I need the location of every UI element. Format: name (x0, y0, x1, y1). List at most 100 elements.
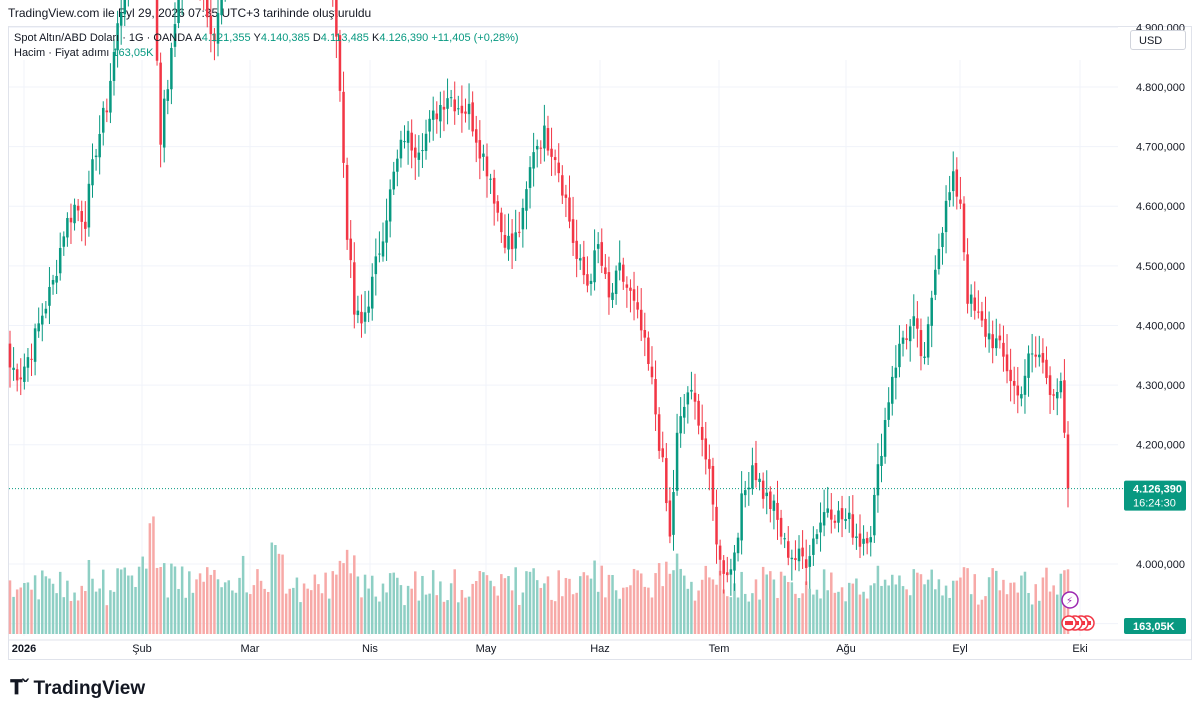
volume-label[interactable]: Hacim · Fiyat adımı (14, 47, 110, 59)
chart-overlays: 4.126,390 16:24:30 163,05K ⚡ (9, 480, 1186, 634)
volume-bar (837, 591, 840, 634)
volume-bar (166, 597, 170, 634)
candle-body (1027, 353, 1030, 378)
volume-bar (593, 560, 596, 634)
volume-bar (955, 580, 959, 634)
candle-body (586, 274, 589, 286)
x-tick-label: Eki (1072, 643, 1087, 655)
candle-body (1066, 434, 1070, 489)
volume-bar (209, 574, 213, 634)
volume-bar (177, 588, 180, 634)
tradingview-brand[interactable]: 𝐓ˇ TradingView (10, 677, 145, 700)
volume-bar (249, 594, 252, 634)
volume-bar (747, 601, 751, 634)
candle-body (1030, 353, 1034, 355)
volume-bar (801, 593, 804, 634)
candle-body (905, 338, 908, 340)
candle-body (177, 0, 180, 24)
candle-body (894, 367, 898, 378)
candle-body (1020, 394, 1023, 399)
candle-body (697, 400, 700, 426)
volume-bar (715, 584, 718, 634)
candle-body (62, 236, 66, 247)
price-tag-value: 4.126,390 (1133, 484, 1182, 496)
volume-bar (535, 580, 539, 634)
volume-bar (155, 567, 159, 634)
volume-bar (162, 563, 166, 634)
candle-body (790, 557, 794, 560)
candle-body (1048, 375, 1052, 395)
candle-body (428, 118, 431, 132)
volume-bar (1030, 604, 1034, 634)
volume-bar (790, 582, 794, 634)
volume-bar (808, 588, 812, 634)
candle-body (91, 159, 94, 186)
volume-bar (934, 589, 937, 634)
candle-body (632, 289, 636, 301)
candle-body (482, 153, 485, 157)
candle-body (363, 312, 367, 322)
volume-bar (457, 602, 460, 634)
volume-bar (320, 593, 324, 634)
candle-body (948, 192, 951, 201)
volume-bar (55, 593, 58, 634)
volume-bar (639, 573, 643, 634)
candle-body (973, 297, 977, 311)
tradingview-logo-icon: 𝐓ˇ (10, 677, 29, 699)
volume-bar (761, 566, 765, 634)
volume-bar (130, 575, 134, 634)
candle-body (159, 62, 162, 145)
volume-bar (1048, 591, 1052, 634)
volume-bar (370, 575, 374, 634)
candle-body (521, 207, 525, 230)
high-value: 4.140,385 (260, 32, 310, 44)
volume-bar (654, 573, 657, 634)
candle-body (37, 323, 40, 332)
volume-bar (33, 575, 37, 634)
y-tick-label: 4.600,000 (1136, 201, 1185, 213)
volume-bar (145, 568, 148, 634)
volume-bar (363, 574, 367, 634)
candle-body (98, 134, 101, 158)
volume-bar (647, 587, 650, 634)
candle-body (30, 358, 33, 360)
candle-body (532, 152, 535, 169)
lightning-event-icon[interactable] (1061, 591, 1079, 609)
volume-bar (256, 569, 259, 634)
candle-body (668, 500, 672, 537)
candle-body (205, 0, 209, 18)
volume-bar (1016, 592, 1020, 634)
candle-body (661, 448, 664, 458)
candle-body (485, 156, 489, 177)
symbol-name[interactable]: Spot Altın/ABD Doları · 1G · OANDA (14, 32, 192, 44)
candle-body (761, 480, 765, 499)
candle-body (543, 125, 546, 149)
volume-bar (435, 595, 439, 634)
volume-bar (127, 575, 130, 634)
candle-body (596, 244, 600, 249)
volume-bar (266, 591, 270, 634)
volume-bar (926, 579, 930, 634)
volume-bar (238, 577, 241, 634)
currency-button[interactable]: USD (1130, 30, 1186, 50)
volume-bar (880, 585, 883, 634)
volume-bar (424, 594, 428, 634)
brand-name: TradingView (33, 677, 146, 699)
price-axis: 5.600,0005.500,0005.400,0005.300,0005.20… (1136, 22, 1185, 630)
volume-bar (141, 556, 144, 634)
x-tick-label: Nis (362, 643, 378, 655)
volume-bar (733, 583, 736, 634)
volume-bar (518, 604, 521, 634)
candle-body (12, 367, 15, 370)
volume-bar (1002, 579, 1005, 634)
candle-body (801, 547, 804, 557)
volume-bar (962, 567, 966, 634)
volume-bar (195, 579, 198, 634)
candle-body (76, 205, 80, 211)
volume-bar (403, 605, 406, 634)
candle-body (1063, 380, 1066, 433)
candle-body (729, 569, 733, 575)
candle-body (926, 324, 930, 358)
candle-body (1052, 394, 1055, 396)
